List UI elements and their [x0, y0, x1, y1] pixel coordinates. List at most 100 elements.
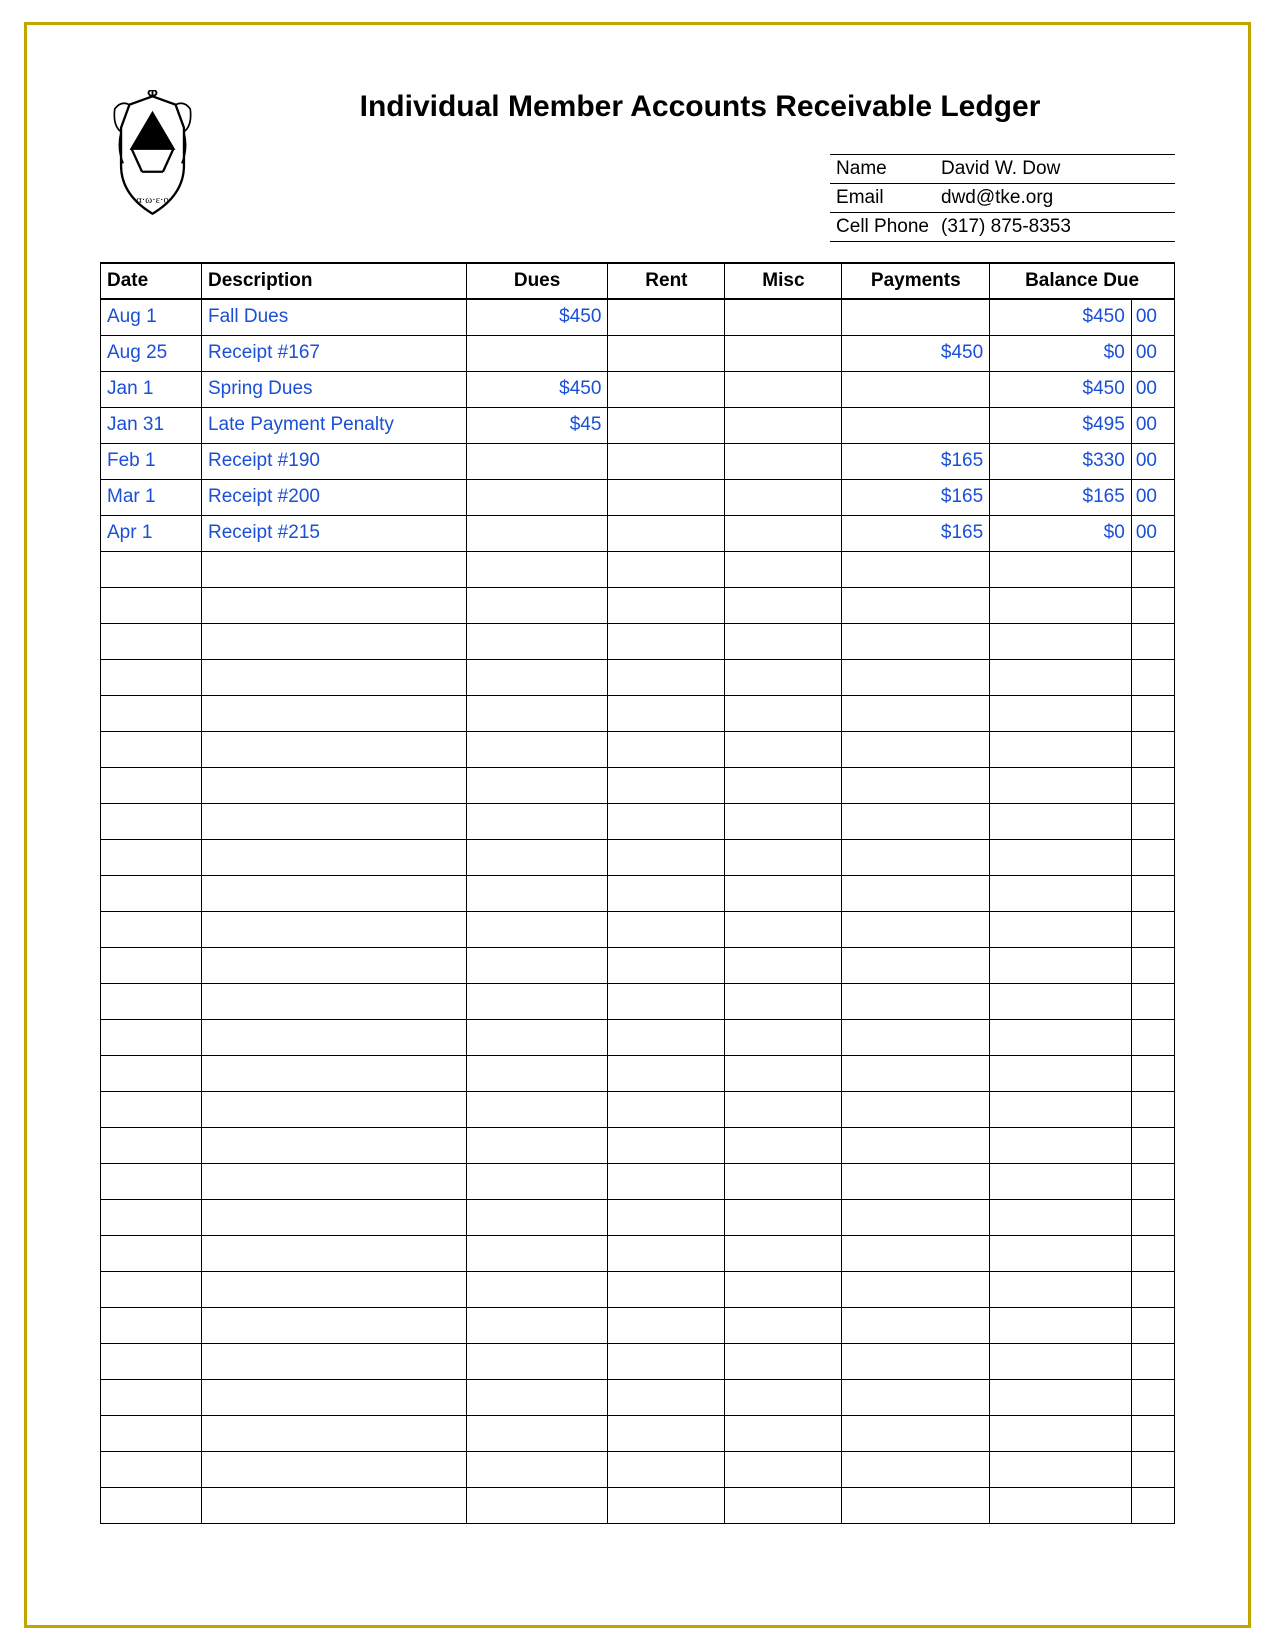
table-row: Aug 1Fall Dues$450$45000 [101, 299, 1175, 335]
cell-empty [842, 587, 990, 623]
cell-empty [990, 1163, 1132, 1199]
cell-empty [608, 839, 725, 875]
cell-empty [201, 1163, 466, 1199]
cell-cents: 00 [1131, 335, 1174, 371]
cell-empty [466, 659, 608, 695]
table-row-empty [101, 1019, 1175, 1055]
cell-empty [1131, 1199, 1174, 1235]
cell-empty [990, 1343, 1132, 1379]
header: α·ω·ε·ο Individual Member Accounts Recei… [100, 90, 1175, 242]
cell-empty [725, 1271, 842, 1307]
cell-empty [990, 587, 1132, 623]
cell-balance: $165 [990, 479, 1132, 515]
cell-empty [608, 695, 725, 731]
cell-empty [101, 1019, 202, 1055]
cell-empty [201, 803, 466, 839]
cell-empty [990, 803, 1132, 839]
cell-empty [990, 947, 1132, 983]
cell-empty [842, 767, 990, 803]
cell-desc: Receipt #167 [201, 335, 466, 371]
col-balance: Balance Due [990, 263, 1175, 299]
name-label: Name [830, 155, 935, 184]
cell-empty [201, 1451, 466, 1487]
cell-desc: Receipt #200 [201, 479, 466, 515]
col-misc: Misc [725, 263, 842, 299]
cell-payments: $165 [842, 515, 990, 551]
table-row-empty [101, 1415, 1175, 1451]
cell-balance: $330 [990, 443, 1132, 479]
cell-empty [990, 1127, 1132, 1163]
table-row-empty [101, 1487, 1175, 1523]
cell-date: Aug 1 [101, 299, 202, 335]
cell-empty [990, 1487, 1132, 1523]
cell-empty [725, 1127, 842, 1163]
table-row-empty [101, 1379, 1175, 1415]
cell-empty [201, 983, 466, 1019]
cell-empty [466, 695, 608, 731]
cell-empty [608, 1199, 725, 1235]
cell-empty [842, 551, 990, 587]
cell-empty [608, 875, 725, 911]
cell-empty [466, 587, 608, 623]
cell-empty [1131, 983, 1174, 1019]
cell-cents: 00 [1131, 479, 1174, 515]
cell-empty [725, 1235, 842, 1271]
cell-empty [725, 839, 842, 875]
cell-empty [990, 1451, 1132, 1487]
cell-payments: $450 [842, 335, 990, 371]
cell-empty [1131, 1127, 1174, 1163]
cell-empty [1131, 1055, 1174, 1091]
cell-empty [842, 1235, 990, 1271]
cell-empty [201, 839, 466, 875]
cell-balance: $0 [990, 515, 1132, 551]
cell-empty [990, 839, 1132, 875]
cell-empty [725, 947, 842, 983]
table-row: Mar 1Receipt #200$165$16500 [101, 479, 1175, 515]
cell-empty [1131, 875, 1174, 911]
cell-empty [1131, 1235, 1174, 1271]
cell-empty [201, 767, 466, 803]
cell-empty [842, 1451, 990, 1487]
cell-empty [466, 551, 608, 587]
cell-empty [990, 1379, 1132, 1415]
info-row-name: Name David W. Dow [830, 155, 1175, 184]
cell-empty [842, 803, 990, 839]
ledger-table: Date Description Dues Rent Misc Payments… [100, 262, 1175, 1524]
cell-empty [201, 1235, 466, 1271]
cell-empty [101, 1451, 202, 1487]
cell-empty [1131, 1307, 1174, 1343]
cell-empty [101, 911, 202, 947]
cell-empty [608, 551, 725, 587]
cell-empty [842, 1199, 990, 1235]
cell-empty [608, 947, 725, 983]
table-row-empty [101, 1091, 1175, 1127]
cell-empty [201, 695, 466, 731]
table-row-empty [101, 731, 1175, 767]
cell-empty [201, 1343, 466, 1379]
cell-dues: $450 [466, 371, 608, 407]
table-row-empty [101, 1127, 1175, 1163]
cell-empty [842, 1415, 990, 1451]
cell-empty [1131, 1487, 1174, 1523]
cell-empty [1131, 1091, 1174, 1127]
cell-empty [201, 623, 466, 659]
cell-empty [842, 731, 990, 767]
cell-empty [101, 983, 202, 1019]
page-title: Individual Member Accounts Receivable Le… [225, 90, 1175, 124]
cell-empty [842, 1271, 990, 1307]
cell-empty [1131, 1271, 1174, 1307]
cell-empty [990, 875, 1132, 911]
table-row-empty [101, 983, 1175, 1019]
cell-misc [725, 479, 842, 515]
cell-empty [1131, 839, 1174, 875]
cell-empty [725, 1451, 842, 1487]
cell-empty [842, 1019, 990, 1055]
cell-misc [725, 515, 842, 551]
cell-empty [990, 767, 1132, 803]
cell-empty [990, 659, 1132, 695]
cell-empty [990, 911, 1132, 947]
col-date: Date [101, 263, 202, 299]
cell-empty [101, 1379, 202, 1415]
cell-empty [725, 1055, 842, 1091]
cell-empty [101, 839, 202, 875]
